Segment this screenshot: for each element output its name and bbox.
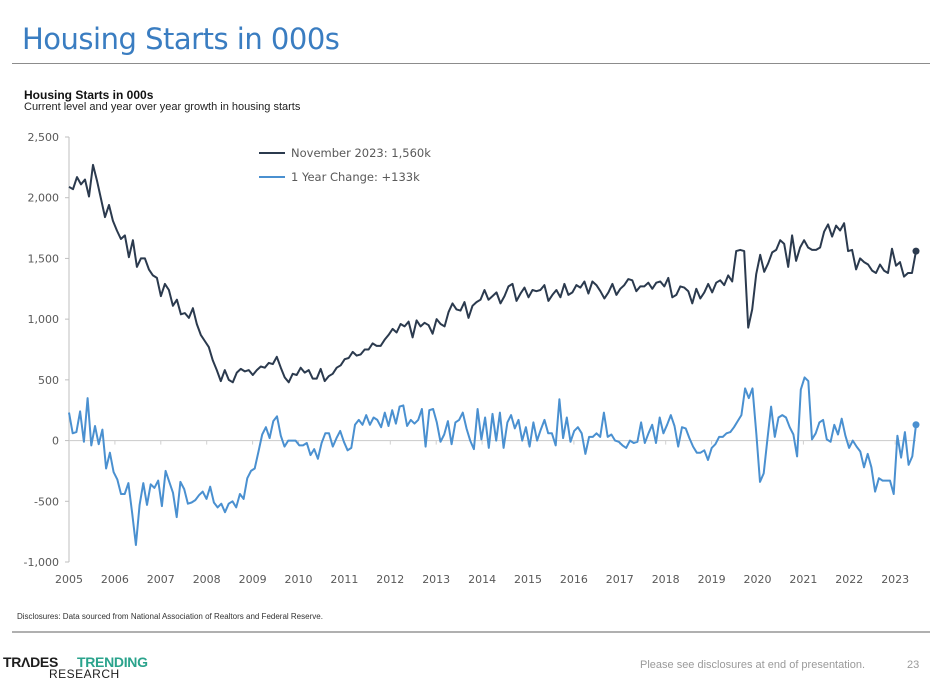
level-series-line (68, 163, 917, 384)
x-tick-label: 2022 (835, 573, 863, 586)
page-number: 23 (907, 659, 920, 671)
x-tick-label: 2023 (881, 573, 909, 586)
legend: November 2023: 1,560k 1 Year Change: +133… (259, 146, 431, 184)
x-tick-label: 2014 (468, 573, 496, 586)
yoy-change-series-end-marker (912, 421, 920, 429)
y-tick-label: -1,000 (24, 556, 59, 569)
x-tick-label: 2019 (698, 573, 726, 586)
chart-subtitle: Current level and year over year growth … (24, 101, 301, 113)
y-tick-label: 500 (38, 374, 59, 387)
company-logo: TRΛDES TRENDING RESEARCH (3, 654, 173, 684)
x-tick-label: 2016 (560, 573, 588, 586)
disclosure-text: Disclosures: Data sourced from National … (17, 612, 323, 621)
y-axis: 2,500 2,000 1,500 1,000 500 0 -500 -1,000 (24, 131, 70, 569)
x-tick-label: 2012 (376, 573, 404, 586)
y-tick-label: 1,000 (28, 313, 60, 326)
x-tick-label: 2017 (606, 573, 634, 586)
y-tick-label: 0 (52, 435, 59, 448)
y-tick-label: 1,500 (28, 252, 60, 265)
x-tick-label: 2020 (744, 573, 772, 586)
footer-divider (12, 631, 930, 633)
level-series-end-marker (912, 247, 920, 255)
y-tick-label: -500 (34, 495, 59, 508)
x-tick-label: 2009 (239, 573, 267, 586)
x-tick-label: 2018 (652, 573, 680, 586)
x-tick-label: 2005 (55, 573, 83, 586)
x-tick-label: 2010 (285, 573, 313, 586)
logo-word-trending: TRENDING (77, 654, 148, 670)
x-tick-label: 2015 (514, 573, 542, 586)
yoy-change-series-line (68, 376, 917, 546)
y-tick-label: 2,500 (28, 131, 60, 144)
y-tick-label: 2,000 (28, 192, 60, 205)
legend-label: 1 Year Change: +133k (291, 170, 420, 184)
x-tick-label: 2006 (101, 573, 129, 586)
series-lines (68, 163, 920, 546)
logo-word-research: RESEARCH (49, 667, 120, 681)
chart-title: Housing Starts in 000s (24, 88, 154, 102)
footer-disclosure-note: Please see disclosures at end of present… (640, 659, 866, 671)
title-divider (12, 63, 930, 64)
x-tick-label: 2021 (789, 573, 817, 586)
x-tick-label: 2008 (193, 573, 221, 586)
x-tick-label: 2013 (422, 573, 450, 586)
x-tick-label: 2007 (147, 573, 175, 586)
x-tick-label: 2011 (330, 573, 358, 586)
legend-label: November 2023: 1,560k (291, 146, 431, 160)
page-title: Housing Starts in 000s (22, 22, 340, 56)
logo-word-trades: TRΛDES (3, 654, 58, 670)
x-axis: 2005 2006 2007 2008 2009 2010 2011 2012 2013 2014… (55, 439, 916, 586)
